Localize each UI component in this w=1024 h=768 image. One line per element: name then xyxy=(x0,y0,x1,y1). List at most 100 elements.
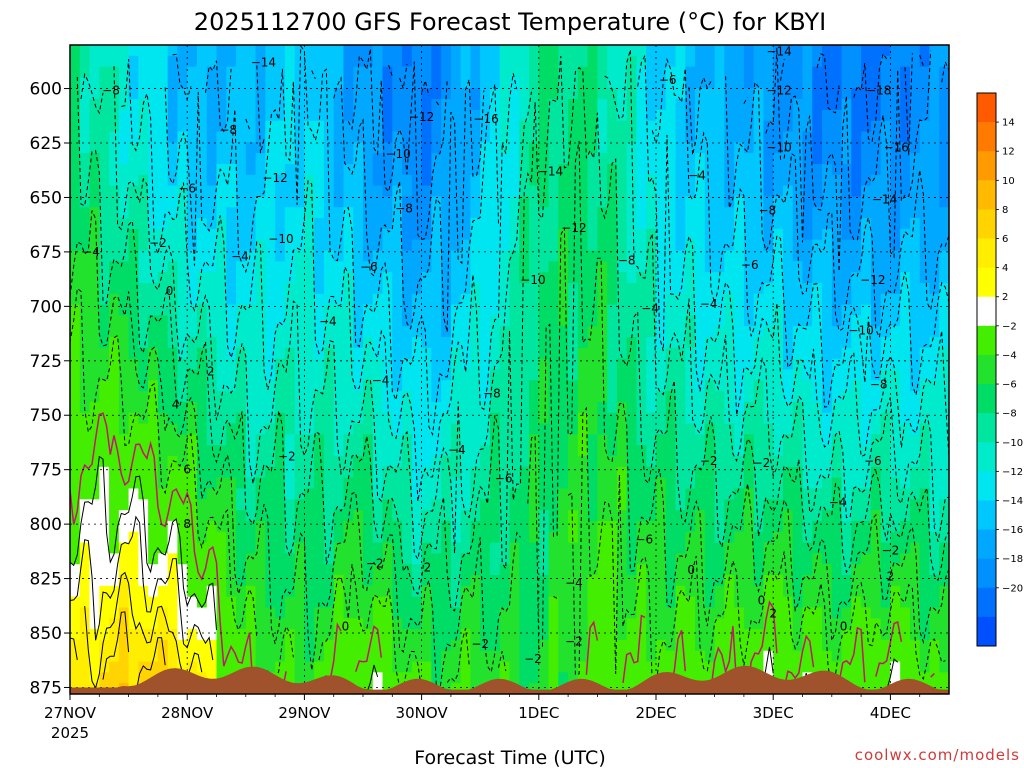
field-cell xyxy=(314,607,325,619)
field-cell xyxy=(489,163,501,176)
field-cell xyxy=(216,261,227,273)
field-cell xyxy=(275,347,286,360)
field-cell xyxy=(792,99,804,111)
field-cell xyxy=(363,196,374,208)
field-cell xyxy=(763,142,774,154)
field-cell xyxy=(548,358,559,371)
field-cell xyxy=(216,499,227,511)
field-cell xyxy=(421,66,432,79)
field-cell xyxy=(812,650,823,663)
field-cell xyxy=(509,466,520,479)
field-cell xyxy=(411,650,423,663)
field-cell xyxy=(568,661,579,673)
field-cell xyxy=(109,585,120,598)
field-cell xyxy=(675,456,686,468)
field-cell xyxy=(841,661,852,673)
field-cell xyxy=(646,272,657,284)
field-cell xyxy=(812,542,823,554)
field-cell xyxy=(128,380,139,392)
field-cell xyxy=(265,650,276,663)
field-cell xyxy=(450,45,462,57)
field-cell xyxy=(704,369,716,381)
field-cell xyxy=(187,228,198,241)
field-cell xyxy=(568,185,579,198)
field-cell xyxy=(812,607,823,619)
field-cell xyxy=(226,261,237,273)
field-cell xyxy=(284,66,296,79)
field-cell xyxy=(441,499,452,511)
field-cell xyxy=(861,661,872,673)
field-cell xyxy=(118,77,130,89)
field-cell xyxy=(782,66,794,79)
field-cell xyxy=(304,163,315,176)
field-cell xyxy=(304,304,315,317)
field-cell xyxy=(431,423,442,435)
field-cell xyxy=(665,261,677,273)
field-cell xyxy=(275,456,286,468)
field-cell xyxy=(636,445,647,457)
field-cell xyxy=(626,391,638,403)
field-cell xyxy=(138,163,149,176)
field-cell xyxy=(284,174,296,187)
field-cell xyxy=(665,401,677,414)
field-cell xyxy=(216,99,227,111)
field-cell xyxy=(763,347,774,360)
field-cell xyxy=(343,650,354,663)
field-cell xyxy=(724,466,735,479)
field-cell xyxy=(343,629,354,641)
field-cell xyxy=(284,488,296,500)
field-cell xyxy=(558,282,569,295)
field-cell xyxy=(372,553,384,565)
field-cell xyxy=(353,304,364,317)
field-cell xyxy=(743,45,755,57)
field-cell xyxy=(177,142,188,154)
field-cell xyxy=(489,488,501,500)
field-cell xyxy=(626,185,638,198)
field-cell xyxy=(616,153,628,165)
field-cell xyxy=(333,55,345,68)
field-cell xyxy=(196,77,208,89)
field-cell xyxy=(870,109,882,122)
field-cell xyxy=(382,109,393,122)
field-cell xyxy=(79,650,91,663)
field-cell xyxy=(450,55,462,68)
field-cell xyxy=(499,456,511,468)
field-cell xyxy=(792,369,804,381)
field-cell xyxy=(431,315,442,327)
field-cell xyxy=(275,142,286,154)
field-cell xyxy=(128,185,139,198)
field-cell xyxy=(831,629,843,641)
field-cell xyxy=(109,661,120,673)
field-cell xyxy=(861,272,872,284)
field-cell xyxy=(529,304,540,317)
field-cell xyxy=(363,142,374,154)
field-cell xyxy=(372,369,384,381)
field-cell xyxy=(616,531,628,544)
field-cell xyxy=(206,423,218,435)
field-cell xyxy=(802,434,813,446)
field-cell xyxy=(89,423,100,435)
field-cell xyxy=(265,261,276,273)
field-cell xyxy=(529,88,540,100)
field-cell xyxy=(441,618,452,630)
field-cell xyxy=(70,142,81,154)
field-cell xyxy=(734,434,745,446)
field-cell xyxy=(99,337,110,349)
field-cell xyxy=(841,466,852,479)
field-cell xyxy=(831,250,843,262)
field-cell xyxy=(538,218,550,230)
field-cell xyxy=(792,488,804,500)
field-cell xyxy=(128,672,139,684)
field-cell xyxy=(714,466,725,479)
field-cell xyxy=(685,207,696,219)
field-cell xyxy=(314,120,325,133)
field-cell xyxy=(841,456,852,468)
field-cell xyxy=(431,153,442,165)
field-cell xyxy=(177,618,188,630)
field-cell xyxy=(841,66,852,79)
field-cell xyxy=(704,542,716,554)
field-cell xyxy=(70,499,81,511)
field-cell xyxy=(148,326,159,338)
field-cell xyxy=(196,412,208,425)
field-cell xyxy=(372,250,384,262)
